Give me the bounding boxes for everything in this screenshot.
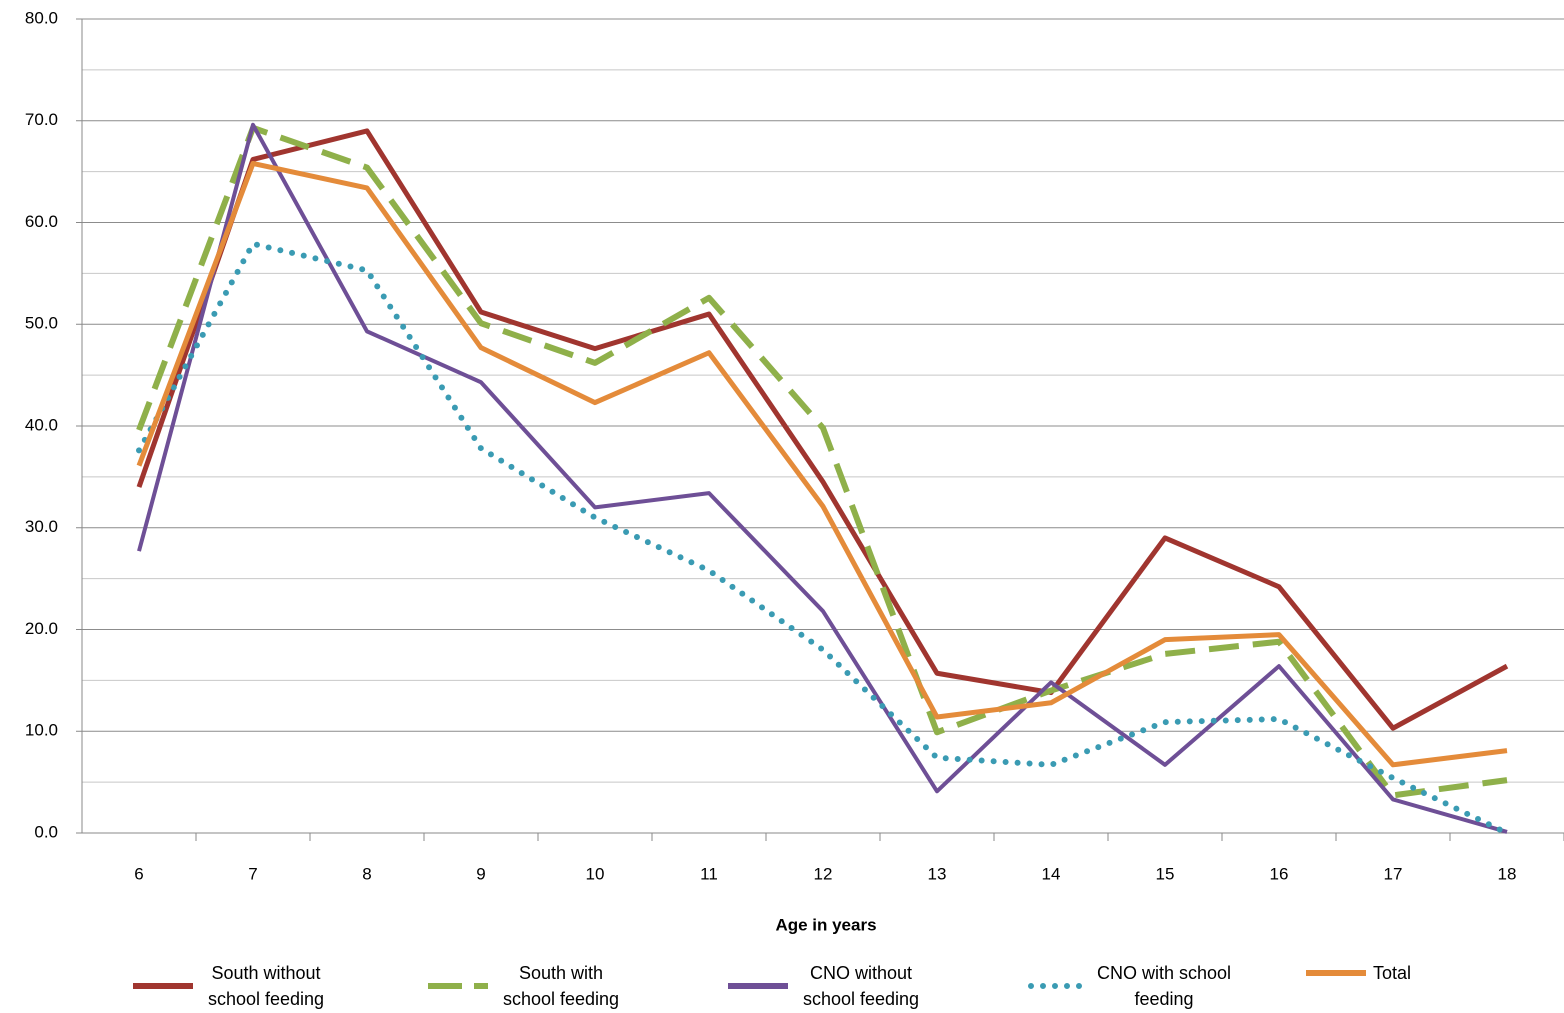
x-tick-label: 6 <box>134 864 143 883</box>
legend-label: Total <box>1373 963 1412 983</box>
legend-swatch <box>133 983 193 989</box>
x-tick-label: 17 <box>1384 864 1403 883</box>
series-line <box>136 160 1508 768</box>
x-tick-label: 10 <box>586 864 605 883</box>
legend-label: South without school feeding <box>207 963 325 1009</box>
legend-item: South without school feeding <box>130 960 336 1012</box>
x-tick-label: 11 <box>700 864 718 883</box>
x-tick-label: 15 <box>1156 864 1175 883</box>
legend-item: CNO without school feeding <box>725 960 931 1012</box>
legend-swatch <box>1028 983 1094 989</box>
x-tick-label: 9 <box>476 864 485 883</box>
y-tick-label: 60.0 <box>25 212 58 231</box>
series-line <box>136 240 1510 836</box>
x-tick-label: 7 <box>248 864 257 883</box>
legend-swatch <box>728 983 788 989</box>
legend-label: CNO without school feeding <box>802 963 920 1009</box>
legend-label: CNO with school feeding <box>1096 963 1232 1009</box>
legend-item: CNO with school feeding <box>1028 960 1234 1012</box>
x-tick-label: 8 <box>362 864 371 883</box>
x-tick-label: 18 <box>1498 864 1517 883</box>
series-line <box>136 128 1509 731</box>
x-tick-label: 12 <box>814 864 833 883</box>
y-tick-label: 0.0 <box>34 822 58 841</box>
legend-item: Total <box>1303 960 1411 986</box>
x-tick-label: 14 <box>1042 864 1061 883</box>
y-tick-label: 10.0 <box>25 721 58 740</box>
y-tick-label: 30.0 <box>25 517 58 536</box>
x-axis-label: Age in years <box>775 915 876 934</box>
y-tick-label: 40.0 <box>25 415 58 434</box>
y-tick-label: 20.0 <box>25 619 58 638</box>
legend-label: South with school feeding <box>502 963 620 1009</box>
y-tick-label: 50.0 <box>25 314 58 333</box>
y-tick-label: 80.0 <box>25 8 58 27</box>
series-line <box>136 124 1508 799</box>
series-line <box>137 122 1508 834</box>
x-tick-label: 13 <box>928 864 947 883</box>
y-tick-label: 70.0 <box>25 110 58 129</box>
x-tick-label: 16 <box>1270 864 1289 883</box>
legend-swatch <box>1306 970 1366 976</box>
legend-item: South with school feeding <box>425 960 631 1012</box>
legend-swatch <box>428 983 488 989</box>
